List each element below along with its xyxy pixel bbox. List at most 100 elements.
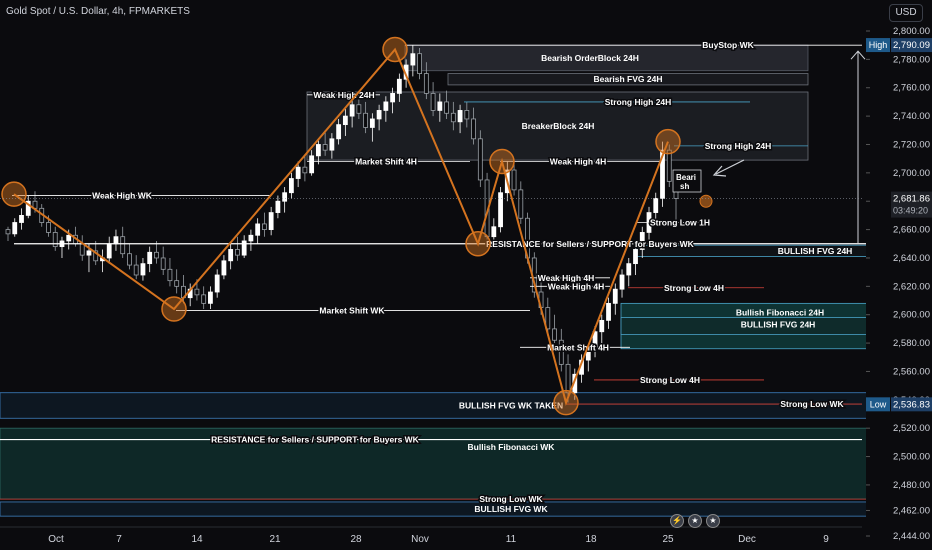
candle-body (457, 110, 463, 123)
swing-point-marker (1, 181, 27, 207)
zone-2 (306, 91, 809, 161)
arrow-head (712, 165, 727, 177)
candle-body (599, 319, 605, 333)
y-tick-label: 2,580.00 (893, 338, 930, 349)
level-label-12: Market Shift WK (319, 305, 385, 315)
zone-label-4: Bullish Fibonacci 24H (736, 307, 824, 317)
zone-label-3: BULLISH FVG 24H (778, 246, 853, 256)
y-tick-label: 2,560.00 (893, 366, 930, 377)
x-tick-label: 11 (506, 534, 517, 545)
y-tick-label: 2,780.00 (893, 54, 930, 65)
zone-label-7: Bullish Fibonacci WK (468, 442, 556, 452)
annotation-box (672, 169, 702, 193)
y-axis-bg (866, 0, 932, 550)
price-tag-label-bg (866, 38, 890, 53)
candle-body (268, 212, 274, 230)
swing-point-marker (489, 148, 515, 175)
level-label-7: Strong Low 1H (650, 218, 710, 228)
us-flag-icon[interactable]: ★ (688, 514, 702, 528)
price-tag-label-bg (866, 397, 890, 412)
y-tick-label: 2,520.00 (893, 423, 930, 434)
flash-icon[interactable]: ⚡ (670, 514, 684, 528)
level-label-5: Weak High 4H (550, 157, 607, 167)
candle-body (275, 200, 281, 213)
level-label-6: Weak High WK (92, 191, 153, 201)
candle-body (471, 118, 476, 140)
candle-body (639, 232, 645, 250)
x-tick-label: 18 (585, 534, 597, 545)
price-tag-value: 2,790.09 (893, 40, 930, 51)
y-tick-label: 2,640.00 (893, 253, 930, 264)
candle-body (174, 280, 180, 287)
candle-body (201, 294, 207, 304)
level-label-8: RESISTANCE for Sellers / SUPPORT for Buy… (486, 239, 695, 249)
candle-body (612, 288, 618, 304)
candle-body (309, 155, 315, 174)
candle-body (248, 234, 254, 242)
level-label-0: BuyStop WK (702, 40, 754, 50)
candle-body (288, 178, 294, 194)
range-arrow-up-head (850, 50, 866, 60)
y-tick-label: 2,660.00 (893, 225, 930, 236)
projection-marker (699, 194, 713, 208)
candle-body (302, 166, 308, 174)
level-label-1: Weak High 24H (313, 90, 374, 100)
x-tick-label: 28 (350, 534, 362, 545)
candle-body (498, 192, 503, 228)
level-label-14: Strong Low 4H (640, 375, 700, 385)
level-label-15: Strong Low WK (780, 399, 844, 409)
x-tick-label: Nov (411, 534, 429, 545)
candle-body (464, 110, 470, 120)
arrow-line (715, 159, 745, 175)
x-tick-label: 25 (662, 534, 674, 545)
x-tick-label: 14 (191, 534, 203, 545)
zone-label-5: BULLISH FVG 24H (741, 320, 816, 330)
candle-body (86, 250, 92, 256)
zone-8 (0, 501, 889, 517)
zone-label-2: BreakerBlock 24H (522, 121, 595, 131)
zone-7 (0, 427, 889, 500)
zone-1 (447, 73, 809, 86)
annotation-text-2: sh (680, 182, 689, 191)
candle-body (329, 138, 335, 151)
y-tick-label: 2,620.00 (893, 281, 930, 292)
candle-body (79, 243, 85, 256)
candle-body (585, 348, 591, 361)
candle-body (52, 232, 58, 248)
y-tick-label: 2,500.00 (893, 452, 930, 463)
candle-body (214, 274, 220, 293)
candle-body (545, 307, 551, 330)
x-tick-label: 21 (269, 534, 281, 545)
candle-body (46, 222, 51, 233)
candle-body (160, 257, 166, 270)
candle-body (450, 112, 456, 123)
annotation-text: Beari (676, 173, 696, 182)
candle-body (208, 291, 213, 304)
candle-body (66, 234, 72, 242)
y-tick-label: 2,740.00 (893, 111, 930, 122)
candle-body (430, 93, 436, 111)
x-tick-label: 9 (823, 534, 829, 545)
candle-body (295, 166, 301, 179)
currency-selector[interactable]: USD (889, 4, 923, 22)
price-tag-value: 2,536.83 (893, 399, 930, 410)
level-label-2: Strong High 24H (605, 97, 672, 107)
level-label-10: Weak High 4H (548, 281, 605, 291)
candle-body (147, 251, 153, 265)
zone-6 (0, 392, 889, 419)
candle-body (221, 260, 227, 276)
level-label-16: RESISTANCE for Sellers / SUPPORT for Buy… (211, 435, 420, 445)
y-tick-label: 2,720.00 (893, 139, 930, 150)
zigzag-line (13, 47, 669, 406)
candle-body (25, 200, 31, 216)
candle-body (19, 215, 24, 223)
price-tag-bg (891, 38, 932, 53)
candle-body (194, 288, 200, 296)
us-flag-icon-2[interactable]: ★ (706, 514, 720, 528)
swing-point-marker (382, 36, 408, 63)
price-tag-label: Low (870, 399, 887, 409)
zone-label-0: Bearish OrderBlock 24H (541, 53, 639, 63)
y-tick-label: 2,480.00 (893, 480, 930, 491)
swing-point-marker (161, 296, 187, 322)
